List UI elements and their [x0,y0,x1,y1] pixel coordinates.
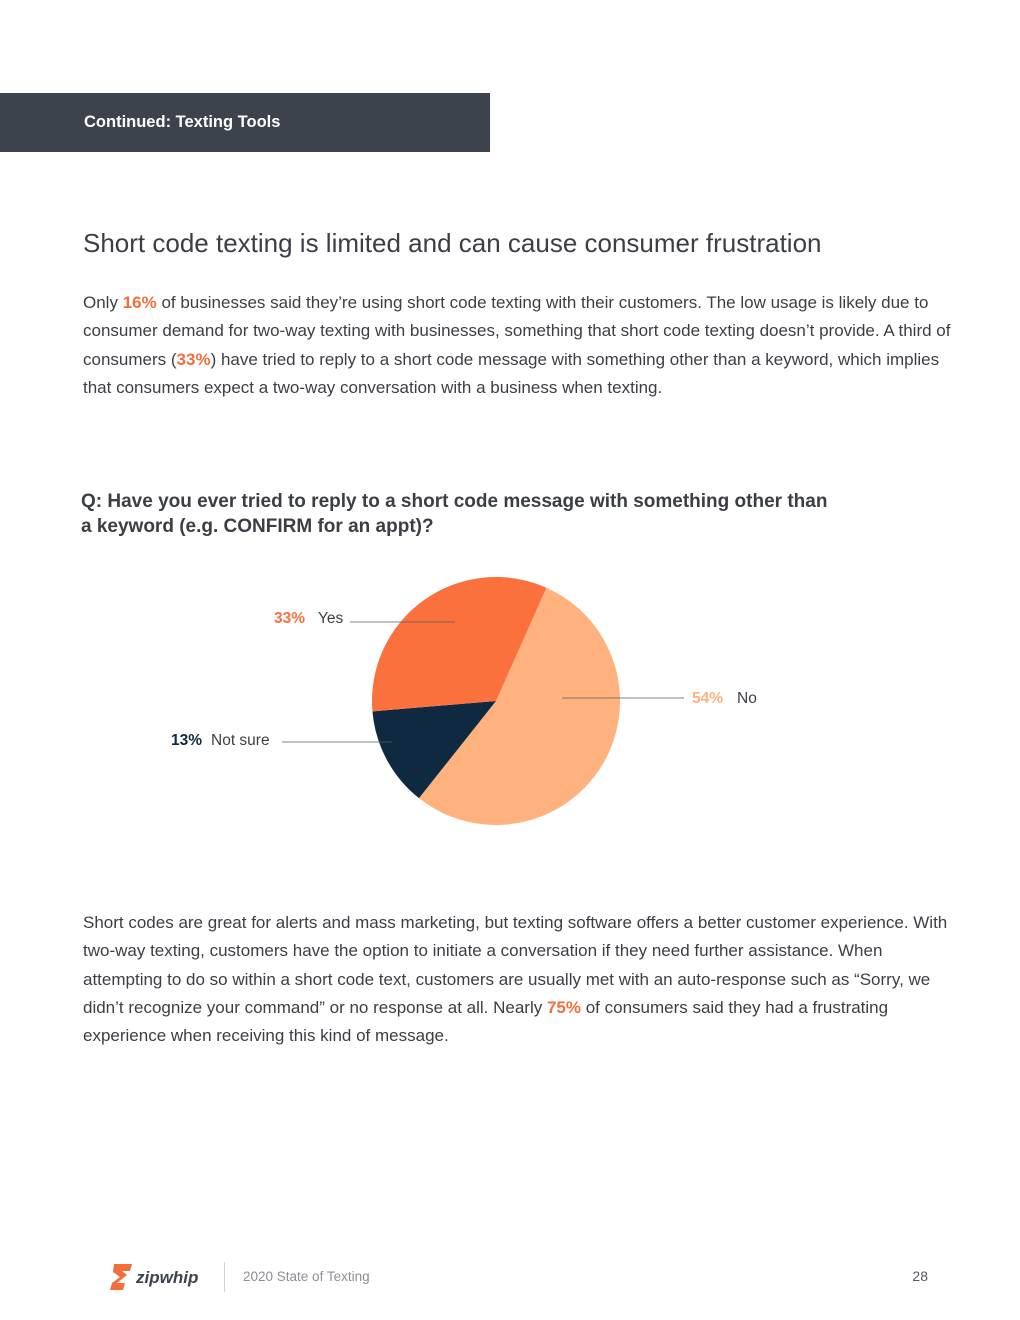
pie-slice-yes [372,576,547,712]
label-not-sure-name: Not sure [211,732,270,749]
closing-text-1: Short codes are great for alerts and mas… [83,913,948,1017]
closing-highlight-75: 75% [546,997,581,1017]
section-banner-title: Continued: Texting Tools [84,113,281,131]
footer-divider [224,1262,225,1292]
label-no-pct: 54% [692,690,723,707]
survey-question: Q: Have you ever tried to reply to a sho… [81,490,827,539]
page-heading: Short code texting is limited and can ca… [83,228,822,258]
intro-text-3: ) have tried to reply to a short code me… [83,349,940,397]
closing-text-2: of consumers said they had a frustrating… [83,997,889,1046]
intro-paragraph: Only 16% of businesses said they’re usin… [83,289,953,402]
label-no-name: No [737,690,757,707]
pie-slice-not-sure [372,701,496,799]
survey-question-line-1: Q: Have you ever tried to reply to a sho… [81,491,828,512]
closing-paragraph: Short codes are great for alerts and mas… [83,909,953,1050]
zipwhip-logo: zipwhip [110,1264,198,1290]
intro-text-1: Only [83,293,123,312]
section-banner: Continued: Texting Tools [0,93,490,152]
label-yes-name: Yes [318,610,344,627]
zipwhip-logo-wordmark: zipwhip [135,1268,198,1287]
survey-question-line-2: a keyword (e.g. CONFIRM for an appt)? [81,515,434,537]
intro-highlight-16: 16% [122,293,157,312]
label-not-sure-pct: 13% [171,732,202,749]
pie-chart: 33% Yes 54% No 13% Not sure [171,576,757,825]
footer-document-title: 2020 State of Texting [243,1269,370,1284]
zipwhip-logo-mark [110,1264,132,1290]
page-number: 28 [912,1268,928,1284]
intro-highlight-33: 33% [176,349,211,369]
label-yes-pct: 33% [274,610,305,627]
intro-text-2: of businesses said they’re using short c… [83,293,951,369]
pie-slice-no [418,587,620,825]
